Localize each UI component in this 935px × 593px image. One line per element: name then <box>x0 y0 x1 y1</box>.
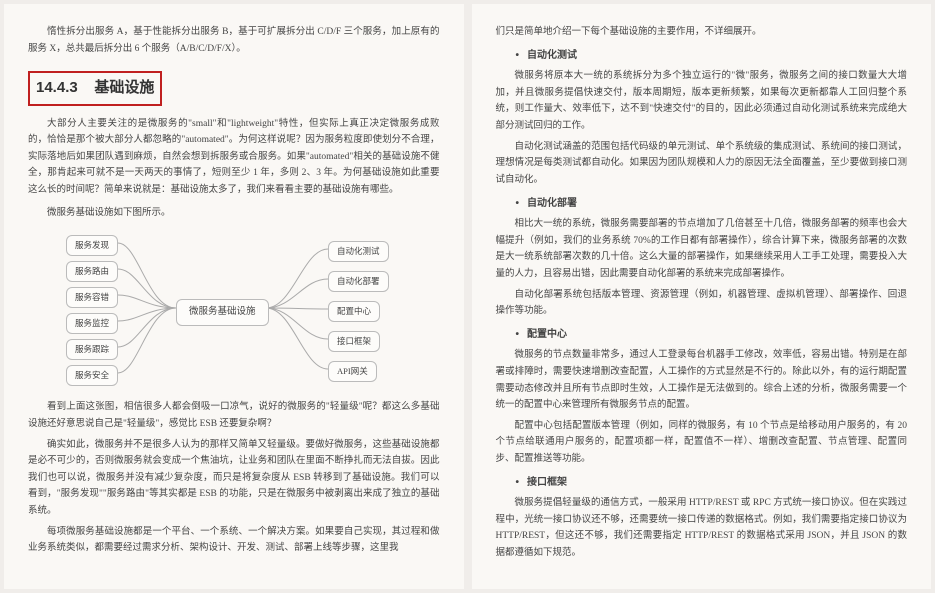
intro-text: 惰性拆分出服务 A，基于性能拆分出服务 B，基于可扩展拆分出 C/D/F 三个服… <box>28 24 440 57</box>
mindmap-right-node: 接口框架 <box>328 331 380 352</box>
mindmap-left-node: 服务路由 <box>66 261 118 282</box>
paragraph: 微服务的节点数量非常多，通过人工登录每台机器手工修改，效率低，容易出错。特别是在… <box>496 347 908 414</box>
mindmap-left-node: 服务监控 <box>66 313 118 334</box>
paragraph-1: 大部分人主要关注的是微服务的"small"和"lightweight"特性，但实… <box>28 116 440 199</box>
mindmap-left-node: 服务安全 <box>66 365 118 386</box>
mindmap-left-node: 服务容错 <box>66 287 118 308</box>
paragraph-3: 确实如此，微服务并不是很多人认为的那样又简单又轻量级。要做好微服务，这些基础设施… <box>28 437 440 520</box>
subsection-heading: 配置中心 <box>496 326 908 344</box>
paragraph: 微服务将原本大一统的系统拆分为多个独立运行的"微"服务，微服务之间的接口数量大大… <box>496 68 908 135</box>
mindmap-right-node: 配置中心 <box>328 301 380 322</box>
subsection-heading: 自动化部署 <box>496 195 908 213</box>
continuation-text: 们只是简单地介绍一下每个基础设施的主要作用，不详细展开。 <box>496 24 908 41</box>
section-name: 基础设施 <box>94 79 154 96</box>
paragraph: 相比大一统的系统，微服务需要部署的节点增加了几倍甚至十几倍，微服务部署的频率也会… <box>496 216 908 283</box>
subsection-heading: 自动化测试 <box>496 47 908 65</box>
figure-caption: 微服务基础设施如下图所示。 <box>28 205 440 222</box>
mindmap-center-node: 微服务基础设施 <box>176 299 269 326</box>
paragraph: 配置中心包括配置版本管理（例如，同样的微服务，有 10 个节点是给移动用户服务的… <box>496 418 908 468</box>
mindmap-right-node: API网关 <box>328 361 377 382</box>
paragraph-4: 每项微服务基础设施都是一个平台、一个系统、一个解决方案。如果要自己实现，其过程和… <box>28 524 440 557</box>
subsection-heading: 接口框架 <box>496 474 908 492</box>
paragraph-2: 看到上面这张图，相信很多人都会倒吸一口凉气，说好的微服务的"轻量级"呢？都这么多… <box>28 399 440 432</box>
paragraph: 自动化测试涵盖的范围包括代码级的单元测试、单个系统级的集成测试、系统间的接口测试… <box>496 139 908 189</box>
mindmap-right-node: 自动化测试 <box>328 241 389 262</box>
paragraph: 自动化部署系统包括版本管理、资源管理（例如，机器管理、虚拟机管理）、部署操作、回… <box>496 287 908 320</box>
right-page: 们只是简单地介绍一下每个基础设施的主要作用，不详细展开。 自动化测试 微服务将原… <box>472 4 932 589</box>
mindmap-left-node: 服务发现 <box>66 235 118 256</box>
section-heading: 14.4.3 基础设施 <box>28 71 162 105</box>
left-page: 惰性拆分出服务 A，基于性能拆分出服务 B，基于可扩展拆分出 C/D/F 三个服… <box>4 4 464 589</box>
section-number: 14.4.3 <box>36 79 78 96</box>
mindmap-diagram: 微服务基础设施 服务发现 服务路由 服务容错 服务监控 服务跟踪 服务安全 自动… <box>28 225 440 395</box>
mindmap-left-node: 服务跟踪 <box>66 339 118 360</box>
mindmap-right-node: 自动化部署 <box>328 271 389 292</box>
paragraph: 微服务提倡轻量级的通信方式，一般采用 HTTP/REST 或 RPC 方式统一接… <box>496 495 908 562</box>
